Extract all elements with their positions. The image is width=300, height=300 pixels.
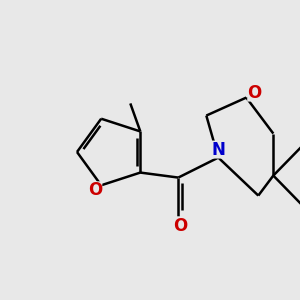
Text: N: N <box>212 141 225 159</box>
Text: O: O <box>173 217 188 235</box>
Text: O: O <box>247 84 261 102</box>
Text: O: O <box>88 181 102 199</box>
